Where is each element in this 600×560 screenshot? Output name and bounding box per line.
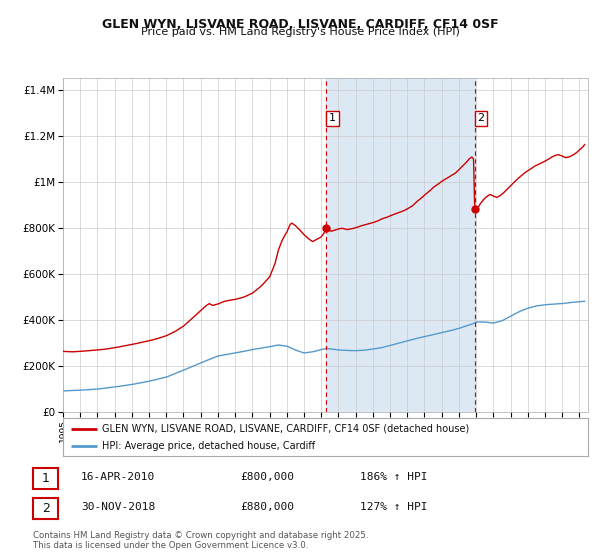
Text: GLEN WYN, LISVANE ROAD, LISVANE, CARDIFF, CF14 0SF: GLEN WYN, LISVANE ROAD, LISVANE, CARDIFF…: [101, 18, 499, 31]
Text: GLEN WYN, LISVANE ROAD, LISVANE, CARDIFF, CF14 0SF (detached house): GLEN WYN, LISVANE ROAD, LISVANE, CARDIFF…: [103, 423, 470, 433]
Text: £880,000: £880,000: [240, 502, 294, 512]
Text: Contains HM Land Registry data © Crown copyright and database right 2025.
This d: Contains HM Land Registry data © Crown c…: [33, 531, 368, 550]
Text: 1: 1: [41, 472, 50, 486]
Text: 2: 2: [478, 113, 484, 123]
Text: 30-NOV-2018: 30-NOV-2018: [81, 502, 155, 512]
Bar: [326, 78, 475, 412]
Text: 2: 2: [41, 502, 50, 515]
Text: 186% ↑ HPI: 186% ↑ HPI: [360, 472, 427, 482]
Text: 127% ↑ HPI: 127% ↑ HPI: [360, 502, 427, 512]
Text: HPI: Average price, detached house, Cardiff: HPI: Average price, detached house, Card…: [103, 441, 316, 451]
Text: 1: 1: [329, 113, 336, 123]
Text: 16-APR-2010: 16-APR-2010: [81, 472, 155, 482]
Text: £800,000: £800,000: [240, 472, 294, 482]
Text: Price paid vs. HM Land Registry's House Price Index (HPI): Price paid vs. HM Land Registry's House …: [140, 27, 460, 37]
